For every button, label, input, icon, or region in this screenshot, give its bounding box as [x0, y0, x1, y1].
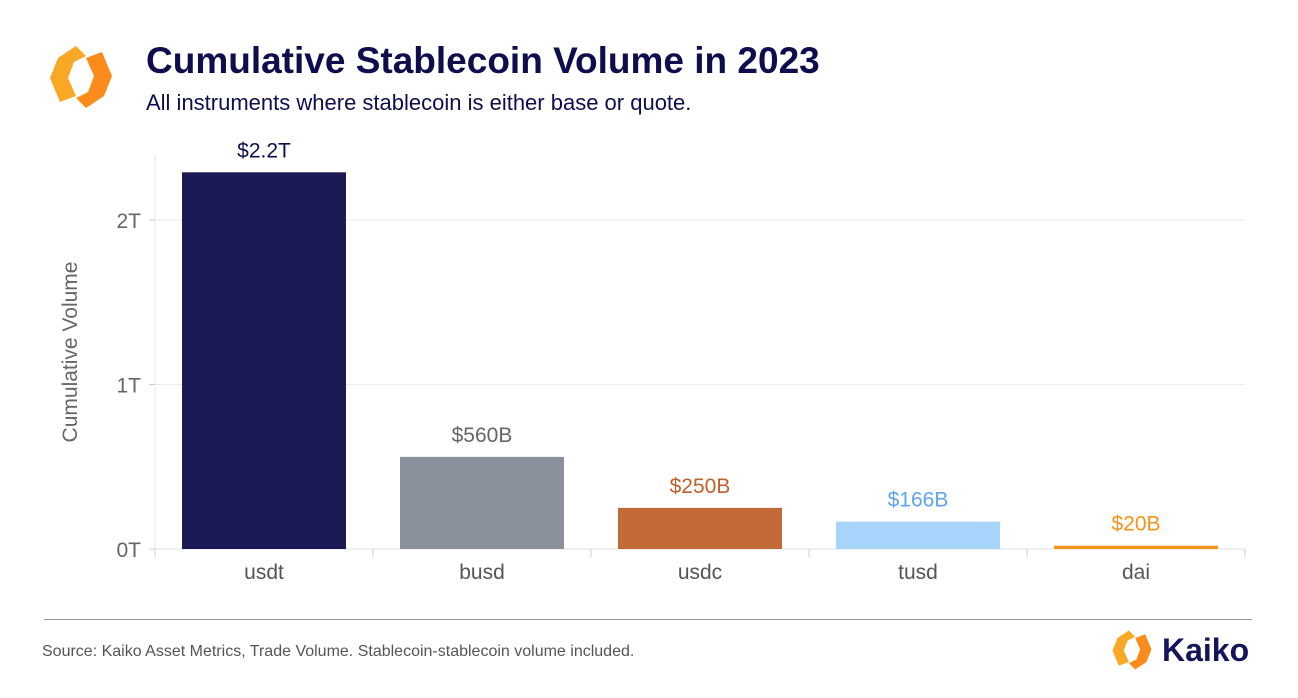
- y-tick-label: 2T: [116, 210, 141, 233]
- bar-usdc: [618, 507, 782, 549]
- data-label-usdt: $2.2T: [237, 139, 291, 162]
- bar-dai: [1054, 545, 1218, 549]
- data-label-busd: $560B: [452, 424, 513, 447]
- x-tick-label-busd: busd: [459, 561, 505, 584]
- data-label-usdc: $250B: [670, 475, 731, 498]
- brand-name: Kaiko: [1162, 631, 1250, 668]
- kaiko-logo-icon: [46, 42, 116, 117]
- y-tick-label: 0T: [116, 539, 141, 562]
- x-tick-label-usdt: usdt: [244, 561, 284, 584]
- source-note: Source: Kaiko Asset Metrics, Trade Volum…: [42, 643, 635, 660]
- chart-title: Cumulative Stablecoin Volume in 2023: [146, 40, 820, 81]
- x-tick-label-tusd: tusd: [898, 561, 938, 584]
- bar-usdt: [182, 172, 346, 550]
- chart-subtitle: All instruments where stablecoin is eith…: [146, 90, 692, 115]
- x-tick-label-dai: dai: [1122, 561, 1150, 584]
- brand-logo: Kaiko: [1110, 628, 1249, 672]
- y-axis-label: Cumulative Volume: [59, 262, 82, 443]
- x-tick-label-usdc: usdc: [678, 561, 722, 584]
- footer-divider: [44, 619, 1252, 620]
- bar-busd: [400, 456, 564, 549]
- kaiko-small-logo-icon: [1112, 630, 1152, 670]
- data-label-dai: $20B: [1111, 513, 1160, 536]
- y-tick-label: 1T: [116, 375, 141, 398]
- data-label-tusd: $166B: [888, 489, 949, 512]
- bar-tusd: [836, 521, 1000, 549]
- bar-chart: Cumulative Volume 0T 1T 2T $2.2T usdt $560B bu…: [59, 139, 1246, 584]
